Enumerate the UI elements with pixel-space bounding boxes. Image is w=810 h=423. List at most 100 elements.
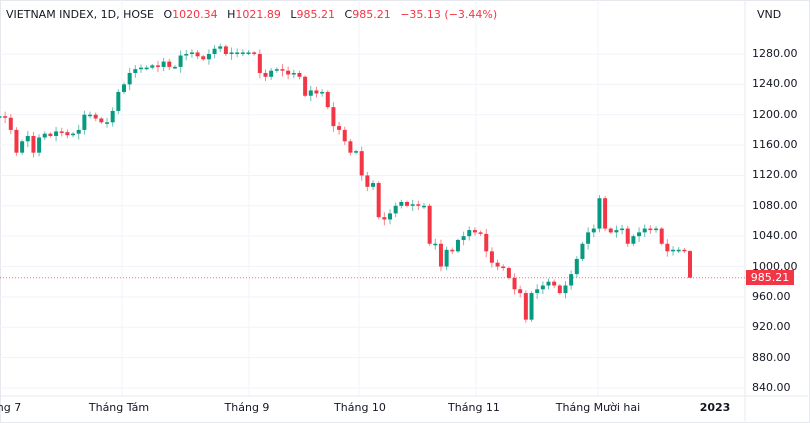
- candle-up: [218, 46, 223, 49]
- candle-up: [71, 133, 76, 136]
- candle-up: [172, 66, 177, 69]
- candle-up: [138, 67, 143, 70]
- candle-up: [269, 70, 274, 77]
- candle-down: [405, 202, 409, 206]
- candle-down: [348, 141, 353, 153]
- y-tick-label: 1240.00: [752, 77, 798, 91]
- candle-down: [286, 70, 291, 75]
- candle-down: [263, 72, 268, 77]
- candle-down: [14, 129, 19, 153]
- candle-up: [671, 249, 676, 252]
- candle-down: [280, 69, 285, 71]
- x-tick-label: Tháng 10: [334, 401, 386, 414]
- candle-down: [31, 135, 36, 153]
- candle-down: [223, 46, 228, 54]
- candle-down: [603, 198, 608, 229]
- candle-down: [688, 251, 692, 278]
- candle-down: [608, 228, 613, 233]
- y-tick-label: 920.00: [752, 320, 791, 334]
- candle-down: [297, 72, 302, 77]
- candle-down: [557, 285, 562, 294]
- y-tick-label: 1280.00: [752, 47, 798, 60]
- candle-up: [614, 230, 619, 233]
- candle-down: [65, 132, 70, 136]
- candle-up: [189, 52, 194, 54]
- candle-up: [42, 133, 47, 138]
- candle-down: [648, 228, 653, 231]
- candle-down: [665, 243, 670, 252]
- y-tick-label: 1200.00: [752, 107, 798, 121]
- candle-up: [206, 54, 211, 60]
- candle-up: [444, 249, 449, 267]
- candle-up: [467, 230, 472, 237]
- candle-up: [563, 285, 568, 294]
- candle-down: [523, 293, 528, 320]
- candle-up: [88, 114, 93, 117]
- candle-down: [337, 126, 342, 130]
- high-label: H: [227, 8, 236, 21]
- candle-down: [512, 277, 517, 290]
- candle-up: [388, 213, 393, 220]
- candle-up: [76, 129, 81, 134]
- change-value: −35.13 (−3.44%): [400, 8, 498, 21]
- candle-up: [308, 90, 313, 96]
- candle-down: [359, 151, 364, 176]
- candle-up: [654, 228, 659, 231]
- candle-up: [122, 84, 126, 92]
- candle-up: [150, 65, 155, 68]
- candle-down: [472, 230, 477, 233]
- candle-up: [631, 236, 636, 244]
- candle-up: [116, 91, 121, 111]
- ohlc-legend: VIETNAM INDEX, 1D, HOSE O1020.34 H1021.8…: [6, 8, 497, 21]
- low-label: L: [290, 8, 297, 21]
- candle-up: [393, 205, 398, 214]
- candle-up: [569, 274, 574, 286]
- candle-up: [127, 72, 132, 85]
- candle-up: [410, 204, 415, 206]
- candle-down: [195, 52, 200, 57]
- candle-up: [354, 151, 359, 153]
- x-tick-label: Tháng Mười hai: [555, 401, 641, 414]
- candle-up: [184, 54, 189, 56]
- candle-down: [48, 133, 53, 136]
- candle-up: [586, 232, 591, 244]
- candle-down: [625, 228, 630, 244]
- y-tick-label: 880.00: [752, 350, 791, 364]
- open-label: O: [163, 8, 173, 21]
- candle-up: [144, 67, 149, 70]
- candle-up: [546, 281, 551, 286]
- candle-down: [495, 262, 500, 267]
- candle-up: [105, 122, 110, 124]
- candle-up: [82, 114, 87, 130]
- candle-up: [320, 91, 325, 94]
- x-tick-label: Tháng Tám: [88, 401, 150, 414]
- candle-up: [110, 110, 115, 123]
- candle-down: [376, 183, 381, 218]
- y-tick-label: 1000.00: [752, 259, 798, 273]
- close-label: C: [344, 8, 353, 21]
- candle-up: [371, 183, 376, 187]
- candle-down: [3, 116, 8, 118]
- candle-up: [291, 72, 296, 75]
- candle-down: [257, 54, 262, 73]
- candle-up: [229, 52, 234, 54]
- candle-up: [25, 135, 30, 142]
- candle-up: [0, 116, 2, 118]
- y-tick-label: 1120.00: [752, 168, 798, 182]
- candle-down: [201, 56, 206, 60]
- candle-down: [314, 90, 319, 94]
- candle-down: [438, 243, 443, 267]
- open-value: 1020.34: [172, 8, 218, 21]
- low-value: 985.21: [296, 8, 336, 21]
- candle-up: [212, 48, 217, 54]
- currency-label: VND: [757, 8, 782, 21]
- candle-down: [427, 205, 432, 244]
- candle-up: [235, 52, 240, 54]
- candle-up: [620, 228, 625, 231]
- candle-down: [325, 91, 330, 108]
- candle-down: [59, 131, 64, 133]
- x-tick-label: Tháng 11: [448, 401, 500, 414]
- candle-up: [580, 243, 585, 259]
- candle-up: [246, 52, 251, 54]
